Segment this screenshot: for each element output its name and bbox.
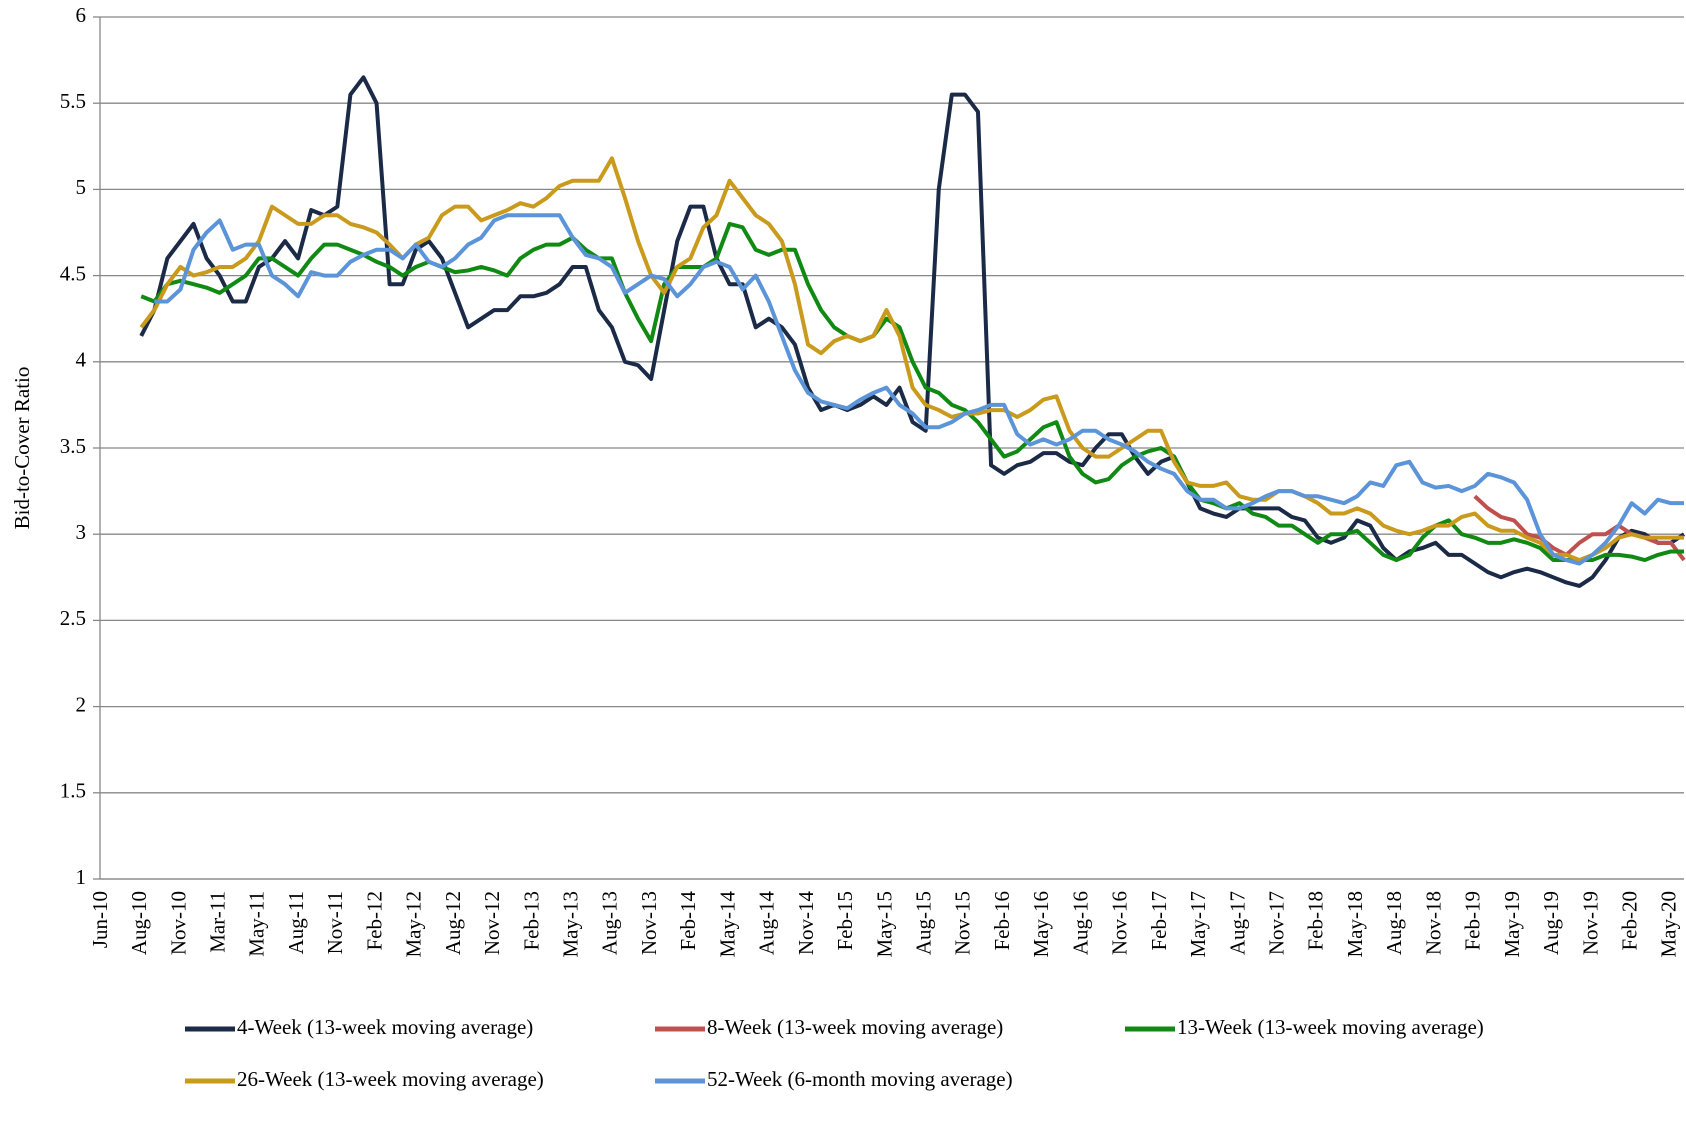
legend-label: 13-Week (13-week moving average) xyxy=(1177,1015,1484,1039)
y-tick-label: 4.5 xyxy=(60,261,86,285)
x-tick-label: May-12 xyxy=(402,891,426,958)
y-tick-label: 1 xyxy=(76,865,87,889)
x-tick-label: May-14 xyxy=(715,891,739,958)
x-tick-label: May-15 xyxy=(872,891,896,958)
x-tick-label: Aug-13 xyxy=(598,891,622,955)
x-tick-label: Nov-14 xyxy=(794,891,818,956)
x-tick-label: Mar-11 xyxy=(205,891,229,953)
y-tick-label: 3.5 xyxy=(60,434,86,458)
y-axis-label: Bid-to-Cover Ratio xyxy=(10,367,34,530)
x-tick-label: Aug-10 xyxy=(127,891,151,955)
x-tick-label: Aug-17 xyxy=(1225,891,1249,955)
legend-label: 52-Week (6-month moving average) xyxy=(707,1067,1013,1091)
y-tick-label: 4 xyxy=(76,348,87,372)
x-tick-label: Nov-18 xyxy=(1421,891,1445,955)
y-tick-label: 2 xyxy=(76,692,87,716)
y-tick-label: 5 xyxy=(76,175,87,199)
x-tick-label: May-20 xyxy=(1657,891,1681,958)
x-tick-label: May-18 xyxy=(1343,891,1367,958)
x-tick-label: Aug-14 xyxy=(755,891,779,956)
x-tick-label: Nov-16 xyxy=(1108,891,1132,955)
x-tick-label: May-16 xyxy=(1029,891,1053,958)
x-tick-label: Nov-17 xyxy=(1265,891,1289,955)
x-tick-label: Aug-19 xyxy=(1539,891,1563,955)
x-tick-label: Nov-10 xyxy=(166,891,190,955)
x-tick-label: Feb-17 xyxy=(1147,891,1171,951)
x-tick-label: Nov-12 xyxy=(480,891,504,955)
x-tick-label: Aug-15 xyxy=(911,891,935,955)
y-tick-label: 3 xyxy=(76,520,87,544)
x-tick-label: Feb-20 xyxy=(1618,891,1642,951)
x-tick-label: Aug-16 xyxy=(1068,891,1092,955)
x-tick-label: Aug-12 xyxy=(441,891,465,955)
series-line xyxy=(139,75,1686,588)
legend-label: 4-Week (13-week moving average) xyxy=(237,1015,533,1039)
legend-label: 26-Week (13-week moving average) xyxy=(237,1067,544,1091)
x-tick-label: Feb-18 xyxy=(1304,891,1328,951)
x-tick-label: Feb-16 xyxy=(990,891,1014,951)
x-tick-label: May-11 xyxy=(245,891,269,957)
x-tick-label: May-17 xyxy=(1186,891,1210,958)
x-tick-label: Feb-13 xyxy=(519,891,543,951)
x-tick-label: Feb-14 xyxy=(676,891,700,951)
series-line xyxy=(154,213,1684,566)
x-tick-label: Aug-11 xyxy=(284,891,308,954)
x-tick-label: Feb-19 xyxy=(1461,891,1485,951)
x-tick-label: Nov-15 xyxy=(951,891,975,955)
x-tick-label: Aug-18 xyxy=(1382,891,1406,955)
x-tick-label: Nov-11 xyxy=(323,891,347,954)
x-tick-label: Nov-19 xyxy=(1578,891,1602,955)
y-tick-label: 6 xyxy=(76,3,87,27)
x-tick-label: Jun-10 xyxy=(88,891,112,948)
y-tick-label: 2.5 xyxy=(60,606,86,630)
x-tick-label: May-13 xyxy=(558,891,582,958)
legend-label: 8-Week (13-week moving average) xyxy=(707,1015,1003,1039)
series-line xyxy=(140,221,1684,563)
x-tick-label: Feb-15 xyxy=(833,891,857,951)
y-tick-label: 1.5 xyxy=(60,779,86,803)
x-tick-label: Nov-13 xyxy=(637,891,661,955)
y-tick-label: 5.5 xyxy=(60,89,86,113)
x-tick-label: Feb-12 xyxy=(362,891,386,951)
x-tick-label: May-19 xyxy=(1500,891,1524,958)
